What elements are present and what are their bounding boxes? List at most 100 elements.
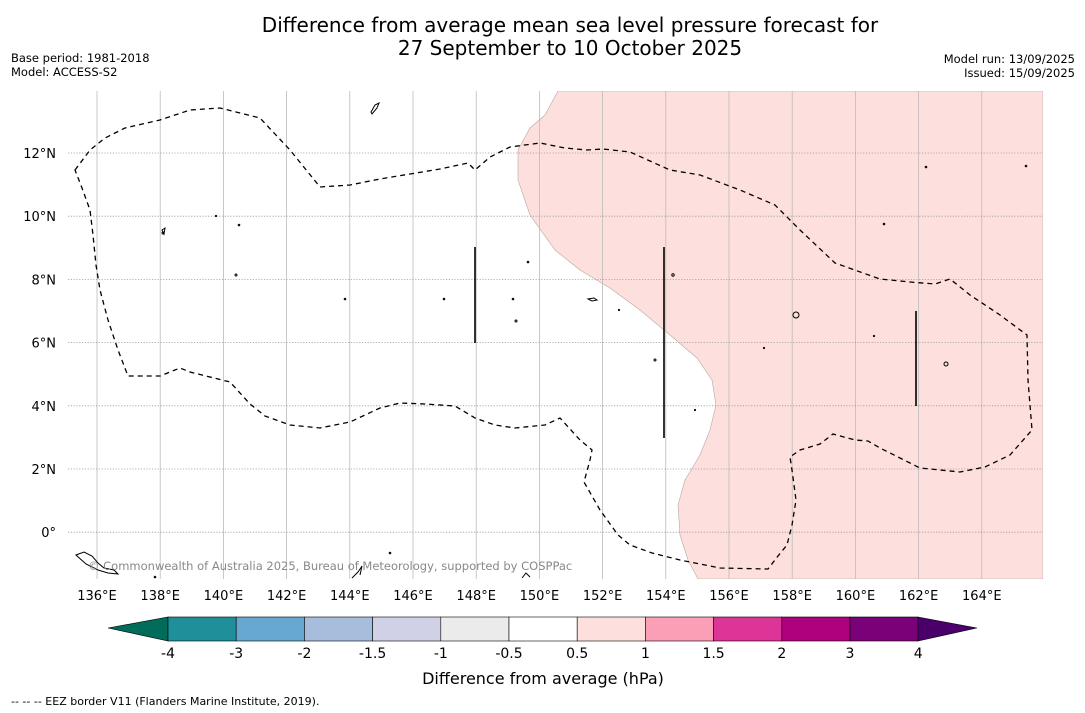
island-atoll-8 — [514, 319, 518, 323]
eez-borders — [74, 107, 1033, 570]
longitude-label: 158°E — [772, 589, 812, 604]
island-atoll-16 — [882, 222, 886, 226]
longitude-label: 156°E — [709, 589, 749, 604]
longitude-label: 154°E — [646, 589, 686, 604]
island-atoll-18 — [1024, 164, 1028, 168]
longitude-label: 140°E — [204, 589, 244, 604]
island-atoll-7 — [511, 297, 515, 301]
latitude-label: 2°N — [32, 463, 57, 478]
latitude-label: 8°N — [32, 273, 57, 288]
colorbar-bin — [304, 616, 373, 642]
island-atoll-14 — [762, 346, 766, 350]
colorbar-tick-label: 2 — [777, 646, 786, 662]
colorbar-tick-label: 3 — [846, 646, 855, 662]
colorbar-bin — [235, 616, 305, 642]
colorbar: -4 -3 -2 -1.5 -1 -0.5 0.5 1 1.5 2 3 4 Difference fr… — [107, 616, 978, 688]
longitude-label: 138°E — [140, 589, 180, 604]
model-run: Model run: 13/09/2025 — [943, 52, 1075, 66]
colorbar-tick-label: -3 — [229, 646, 243, 662]
island-pohnpei — [792, 311, 800, 319]
colorbar-bin — [167, 616, 237, 642]
colorbar-tick-label: -2 — [297, 646, 311, 662]
longitude-label: 146°E — [393, 589, 433, 604]
longitude-label: 164°E — [962, 589, 1002, 604]
colorbar-tick-label: 4 — [914, 646, 923, 662]
base-period: Base period: 1981-2018 — [11, 51, 150, 65]
island-atoll-9 — [526, 260, 530, 264]
parallel-gridlines — [68, 152, 1043, 533]
island-atoll-6 — [442, 297, 446, 301]
latitude-label: 6°N — [32, 337, 57, 352]
model-name: Model: ACCESS-S2 — [11, 65, 118, 79]
model-info: Base period: 1981-2018 Model: ACCESS-S2 — [11, 51, 150, 79]
island-atoll-19 — [388, 551, 392, 555]
colorbar-tick-label: -4 — [161, 646, 175, 662]
longitude-label: 150°E — [520, 589, 560, 604]
colorbar-bin — [645, 616, 714, 642]
island-atoll-4 — [214, 214, 218, 218]
island-kosrae — [943, 361, 949, 367]
meridian-gridlines — [96, 91, 983, 579]
island-atoll-15 — [872, 334, 876, 338]
eez-border-palau-fsm — [74, 107, 1033, 570]
colorbar-title: Difference from average (hPa) — [422, 669, 664, 688]
island-atoll-17 — [924, 165, 928, 169]
copyright-text: © Commonwealth of Australia 2025, Bureau… — [88, 559, 572, 573]
title-line-1: Difference from average mean sea level p… — [261, 13, 879, 37]
colorbar-tick-labels: -4 -3 -2 -1.5 -1 -0.5 0.5 1 1.5 2 3 4 — [161, 646, 923, 662]
longitude-label: 136°E — [77, 589, 117, 604]
colorbar-bin — [713, 616, 783, 642]
title-line-2: 27 September to 10 October 2025 — [397, 36, 743, 60]
latitude-label: 12°N — [23, 147, 56, 162]
island-atoll-5 — [343, 297, 347, 301]
colorbar-tick-label: -1.5 — [359, 646, 386, 662]
island-new-ireland — [351, 565, 363, 579]
colorbar-tick-label: 1 — [641, 646, 650, 662]
island-guam — [370, 101, 380, 115]
longitude-label: 148°E — [456, 589, 496, 604]
longitude-label: 144°E — [330, 589, 370, 604]
map-area — [68, 91, 1043, 579]
latitude-label: 10°N — [23, 210, 56, 225]
latitude-label: 4°N — [32, 400, 57, 415]
island-atoll-2 — [234, 273, 238, 277]
islands — [75, 101, 1028, 579]
island-atoll-12 — [671, 273, 675, 277]
colorbar-tick-label: -1 — [434, 646, 448, 662]
run-info: Model run: 13/09/2025 Issued: 15/09/2025 — [944, 52, 1075, 80]
colorbar-bin — [849, 616, 919, 642]
longitude-label: 142°E — [267, 589, 307, 604]
island-atoll-3 — [237, 223, 241, 227]
colorbar-bin — [576, 616, 646, 642]
island-atoll-13 — [693, 408, 697, 412]
colorbar-under-triangle — [107, 616, 169, 642]
island-atoll-1 — [161, 231, 165, 235]
island-atoll-11 — [653, 358, 657, 362]
colorbar-over-triangle — [917, 616, 978, 642]
island-bougainville — [521, 572, 531, 579]
island-new-guinea-coast — [75, 551, 120, 575]
colorbar-tick-label: 1.5 — [702, 646, 724, 662]
colorbar-tick-label: -0.5 — [495, 646, 522, 662]
colorbar-bin — [781, 616, 851, 642]
chart-title: Difference from average mean sea level p… — [170, 14, 970, 60]
longitude-label: 162°E — [899, 589, 939, 604]
colorbar-bin — [508, 616, 578, 642]
island-atoll-20 — [153, 575, 157, 579]
pressure-markers — [474, 247, 917, 438]
colorbar-bins — [167, 616, 919, 642]
colorbar-bin — [372, 616, 442, 642]
pressure-anomaly-region — [517, 91, 1043, 579]
issued-date: Issued: 15/09/2025 — [964, 66, 1075, 80]
longitude-label: 152°E — [583, 589, 623, 604]
longitude-label: 160°E — [836, 589, 876, 604]
island-atoll-10 — [617, 308, 621, 312]
colorbar-tick-label: 0.5 — [566, 646, 588, 662]
colorbar-bin — [440, 616, 510, 642]
latitude-labels: 12°N 10°N 8°N 6°N 4°N 2°N 0° — [23, 147, 56, 541]
latitude-label: 0° — [41, 526, 56, 541]
island-chuuk — [586, 297, 599, 302]
eez-footnote: -- -- -- EEZ border V11 (Flanders Marine… — [11, 695, 320, 708]
longitude-labels: 136°E 138°E 140°E 142°E 144°E 146°E 148°E 150°E… — [77, 589, 1001, 604]
